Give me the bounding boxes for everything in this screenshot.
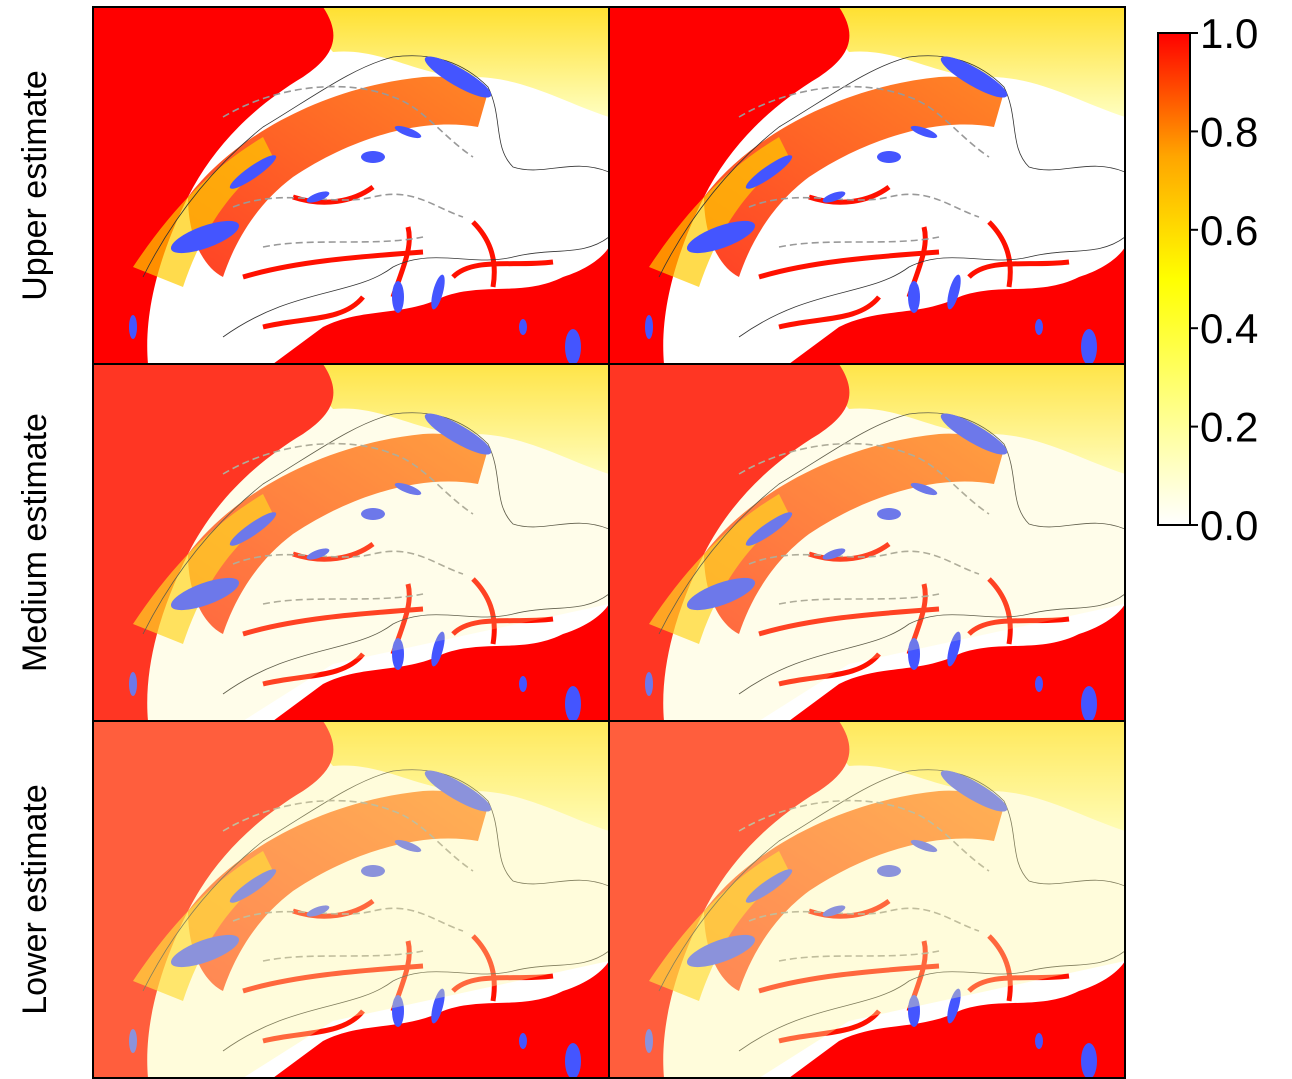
map-panel — [93, 7, 609, 365]
map-panel — [609, 364, 1125, 722]
map-panel — [609, 7, 1125, 365]
tick-label: 0.0 — [1200, 502, 1258, 549]
colorbar: 0.0 0.2 0.4 0.6 0.8 1.0 — [1158, 10, 1258, 549]
map-panel — [609, 721, 1125, 1079]
map-panel — [93, 721, 609, 1079]
colorbar-gradient — [1158, 33, 1190, 525]
tick-label: 0.2 — [1200, 404, 1258, 451]
row-labels: Upper estimate Medium estimate Lower estim… — [16, 70, 54, 1015]
map-panels — [93, 7, 1125, 1079]
row-label: Medium estimate — [16, 413, 54, 672]
tick-label: 0.6 — [1200, 207, 1258, 254]
tick-label: 0.4 — [1200, 305, 1258, 352]
map-panel — [93, 364, 609, 722]
row-label: Upper estimate — [16, 70, 54, 301]
tick-label: 0.8 — [1200, 108, 1258, 155]
row-label: Lower estimate — [16, 784, 54, 1015]
tick-label: 1.0 — [1200, 10, 1258, 57]
figure: Upper estimate Medium estimate Lower estim… — [0, 0, 1292, 1079]
